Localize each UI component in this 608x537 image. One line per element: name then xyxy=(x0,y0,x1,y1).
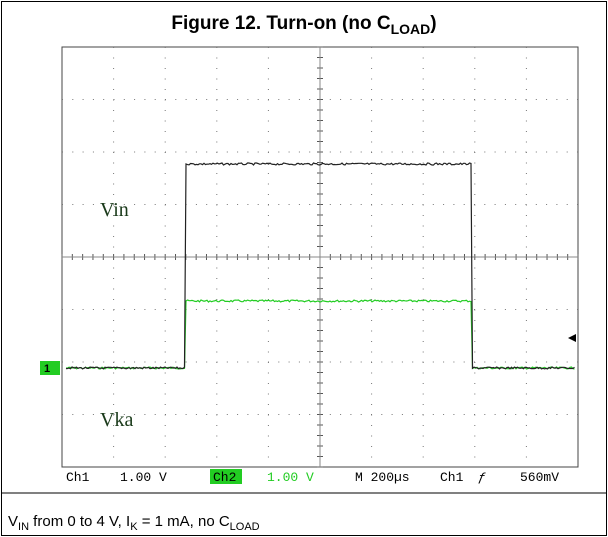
status-text: M 200µs xyxy=(355,470,410,485)
status-text: Ch2 xyxy=(213,470,236,485)
trigger-arrow xyxy=(568,334,576,342)
status-text: Ch1 xyxy=(66,470,90,485)
status-bar: Ch1 1.00 V Ch2 1.00 V M 200µs Ch1 ƒ 560m… xyxy=(66,469,559,485)
status-text: 1.00 V xyxy=(267,470,314,485)
caption-text: V xyxy=(8,513,18,530)
status-text: Ch1 xyxy=(440,470,464,485)
ch2-highlight xyxy=(210,469,242,484)
status-text: ƒ xyxy=(478,470,486,485)
caption: VIN from 0 to 4 V, IK = 1 mA, no CLOAD xyxy=(8,513,260,533)
marker-label: 1 xyxy=(44,363,50,375)
trace-label: Vka xyxy=(100,409,133,431)
waveform xyxy=(65,162,575,370)
scope-screen xyxy=(61,46,579,468)
caption-sub: K xyxy=(130,521,138,533)
title-text: Figure 12. Turn-on (no C xyxy=(171,13,390,34)
title-end: ) xyxy=(430,13,436,34)
caption-text: from 0 to 4 V, I xyxy=(29,513,130,530)
title: Figure 12. Turn-on (no CLOAD) xyxy=(171,13,436,37)
caption-sub: IN xyxy=(18,521,29,533)
caption-text: = 1 mA, no C xyxy=(138,513,230,530)
status-text: 560mV xyxy=(520,470,559,485)
caption-sub: LOAD xyxy=(230,521,260,533)
title-sub: LOAD xyxy=(391,21,431,37)
status-text: 1.00 V xyxy=(120,470,167,485)
marker-box xyxy=(40,361,60,375)
trace-label: Vin xyxy=(100,199,129,221)
